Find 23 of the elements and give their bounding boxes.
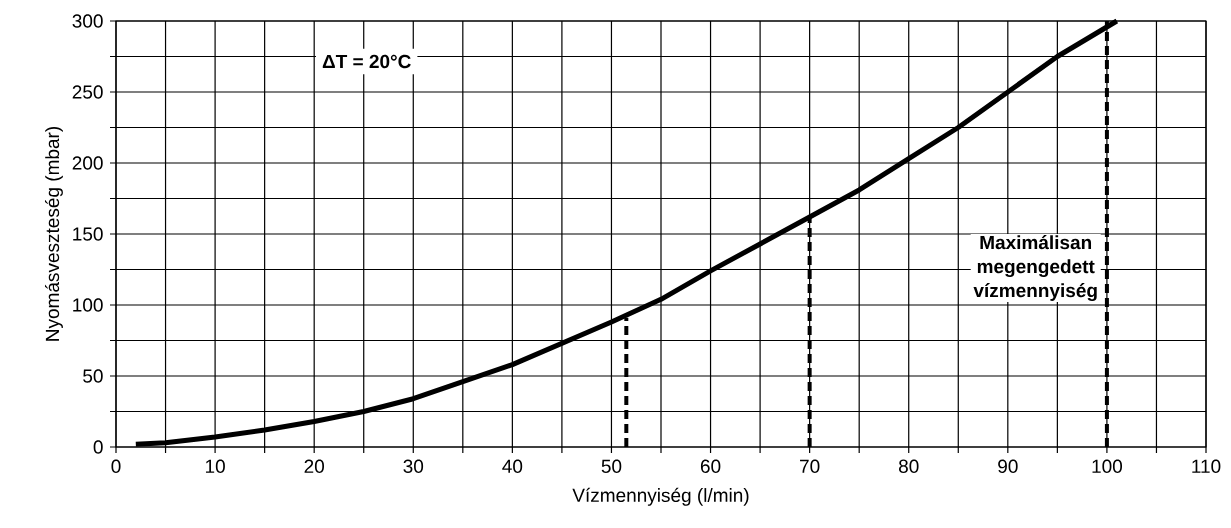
x-tick-label: 70: [800, 459, 820, 473]
x-tick-label: 40: [502, 459, 523, 473]
ref-line-label: Maximálisan megengedett vízmennyiség: [973, 235, 1097, 302]
x-tick-label: 90: [998, 459, 1018, 473]
x-tick-label: 0: [111, 459, 121, 473]
y-tick-label: 200: [72, 156, 103, 170]
y-tick-label: 150: [73, 227, 103, 241]
y-axis-title: Nyomásveszteség (mbar): [44, 126, 63, 341]
y-tick-label: 250: [72, 85, 103, 99]
x-tick-label: 30: [403, 459, 424, 473]
x-tick-label: 100: [1092, 459, 1123, 473]
x-tick-label: 20: [304, 459, 325, 473]
x-axis-title: Vízmennyiség (l/min): [572, 487, 749, 506]
x-tick-label: 10: [205, 459, 225, 473]
y-tick-label: 300: [72, 14, 103, 28]
annotation: ΔT = 20°C: [322, 54, 411, 69]
y-tick-label: 0: [93, 440, 103, 454]
x-tick-label: 80: [898, 459, 919, 473]
y-tick-label: 50: [83, 369, 103, 383]
x-tick-label: 60: [700, 459, 721, 473]
x-tick-label: 110: [1192, 459, 1221, 473]
x-tick-label: 50: [601, 459, 622, 473]
y-tick-label: 100: [73, 298, 103, 312]
